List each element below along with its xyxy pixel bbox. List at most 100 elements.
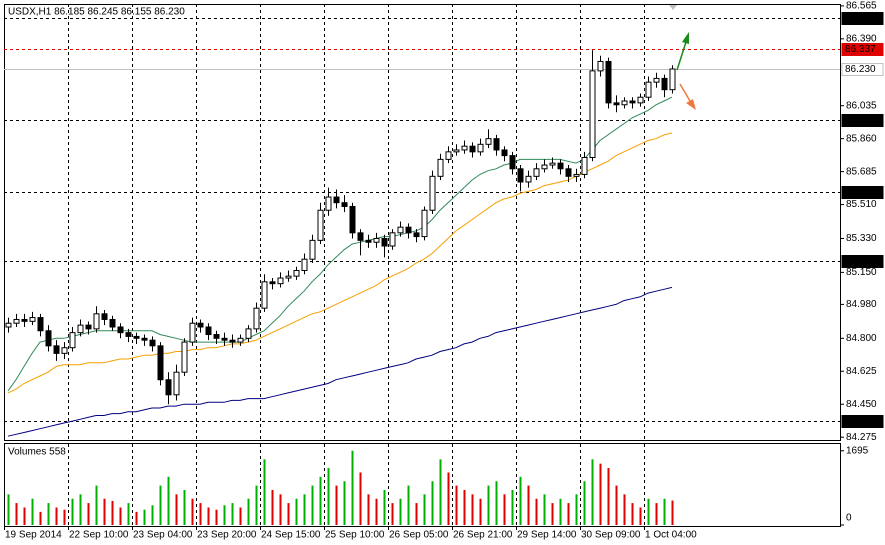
candle-body [557,162,564,170]
candle-body [277,277,284,285]
volume-bar [407,485,410,525]
candle-body [285,275,292,279]
candle-body [197,322,204,328]
volume-bar [311,485,314,525]
y-tick-label: 86.035 [846,100,877,111]
down-arrow-head [686,99,696,110]
volume-bar [487,485,490,525]
volume-bar [191,498,194,525]
x-tick-label: 24 Sep 15:00 [261,530,321,541]
volume-bar [639,507,642,525]
candle-body [253,307,260,330]
y-tick-label: 86.390 [846,33,877,44]
volume-bar [215,509,218,525]
x-tick-label: 22 Sep 10:00 [69,530,129,541]
volume-bar [247,498,250,525]
volume-bar [119,507,122,525]
candle-body [589,70,596,158]
up-arrow [676,32,689,71]
plot-layer: 86.565 86.390 86.035 85.860 85.685 85.510 85.3… [4,1,884,541]
volume-bar [495,481,498,525]
candle-body [309,239,316,260]
y-tick-label: 85.685 [846,166,877,177]
x-tick-label: 19 Sep 2014 [5,530,62,541]
volume-bar [199,503,202,525]
volume-bar [151,505,154,525]
candle-body [661,77,668,91]
volume-bar [319,476,322,525]
volume-bar [511,489,514,525]
candle-body [141,337,148,341]
volume-title: Volumes 558 [8,447,66,458]
x-tick-label: 30 Sep 09:00 [581,530,641,541]
candle-body [565,168,572,177]
candle-body [37,317,44,332]
candle-body [101,313,108,320]
chart-title: USDX,H1 86.185 86.245 86.155 86.230 [8,7,185,18]
volume-bar [287,503,290,525]
candle-body [13,318,20,324]
volume-bar [655,503,658,525]
volume-bar [399,498,402,525]
volume-bar [343,481,346,525]
volume-bar [223,505,226,525]
candle-body [125,332,132,337]
candle-body [53,345,60,354]
x-tick-label: 25 Sep 10:00 [325,530,385,541]
volume-bar [63,509,66,525]
candle-body [5,322,12,328]
volume-bar [607,468,610,525]
volume-bar [271,489,274,525]
candle-body [157,345,164,381]
x-tick-label: 23 Sep 04:00 [133,530,193,541]
volume-bar [567,503,570,525]
x-tick-label: 29 Sep 14:00 [517,530,577,541]
candle-body [573,173,580,177]
moving-average-line [7,286,673,437]
candle-body [445,151,452,160]
price-level-box [841,63,884,76]
candle-body [133,335,140,339]
candle-body [181,341,188,373]
candle-body [469,145,476,153]
volume-bar [167,476,170,525]
shift-marker [669,5,677,10]
price-level-label: 85.961 [845,115,876,126]
y-tick-label: 84.980 [846,299,877,310]
volume-bar [143,509,146,525]
candle-body [325,196,332,211]
candle-body [117,326,124,334]
volume-bar [175,494,178,525]
volume-bar [303,494,306,525]
volume-bar [631,503,634,525]
candle-body [357,232,364,241]
candle-body [29,317,36,322]
candle-body [605,60,612,104]
candle-body [293,269,300,277]
volume-bar [663,498,666,525]
volume-bar [183,489,186,525]
candle-body [61,347,68,354]
y-tick-label: 0 [846,513,852,524]
moving-average-line [7,132,673,394]
price-level-label: 86.337 [845,44,876,55]
volume-bar [207,507,210,525]
price-level-label: 84.363 [845,416,876,427]
up-arrow-head [682,32,689,44]
x-tick-label: 1 Oct 04:00 [645,530,697,541]
volume-bar [599,463,602,525]
volume-bar [47,503,50,525]
price-level-box [841,43,884,56]
y-tick-label: 84.450 [846,399,877,410]
candle-body [405,226,412,234]
volume-bar [431,481,434,525]
volume-bar [231,503,234,525]
volume-bar [423,494,426,525]
volume-bar [159,485,162,525]
price-level-label: 85.577 [845,187,876,198]
y-tick-label: 86.565 [846,1,877,12]
candle-body [453,149,460,153]
candle-body [549,162,556,166]
candle-body [669,68,676,91]
volume-bar [383,489,386,525]
